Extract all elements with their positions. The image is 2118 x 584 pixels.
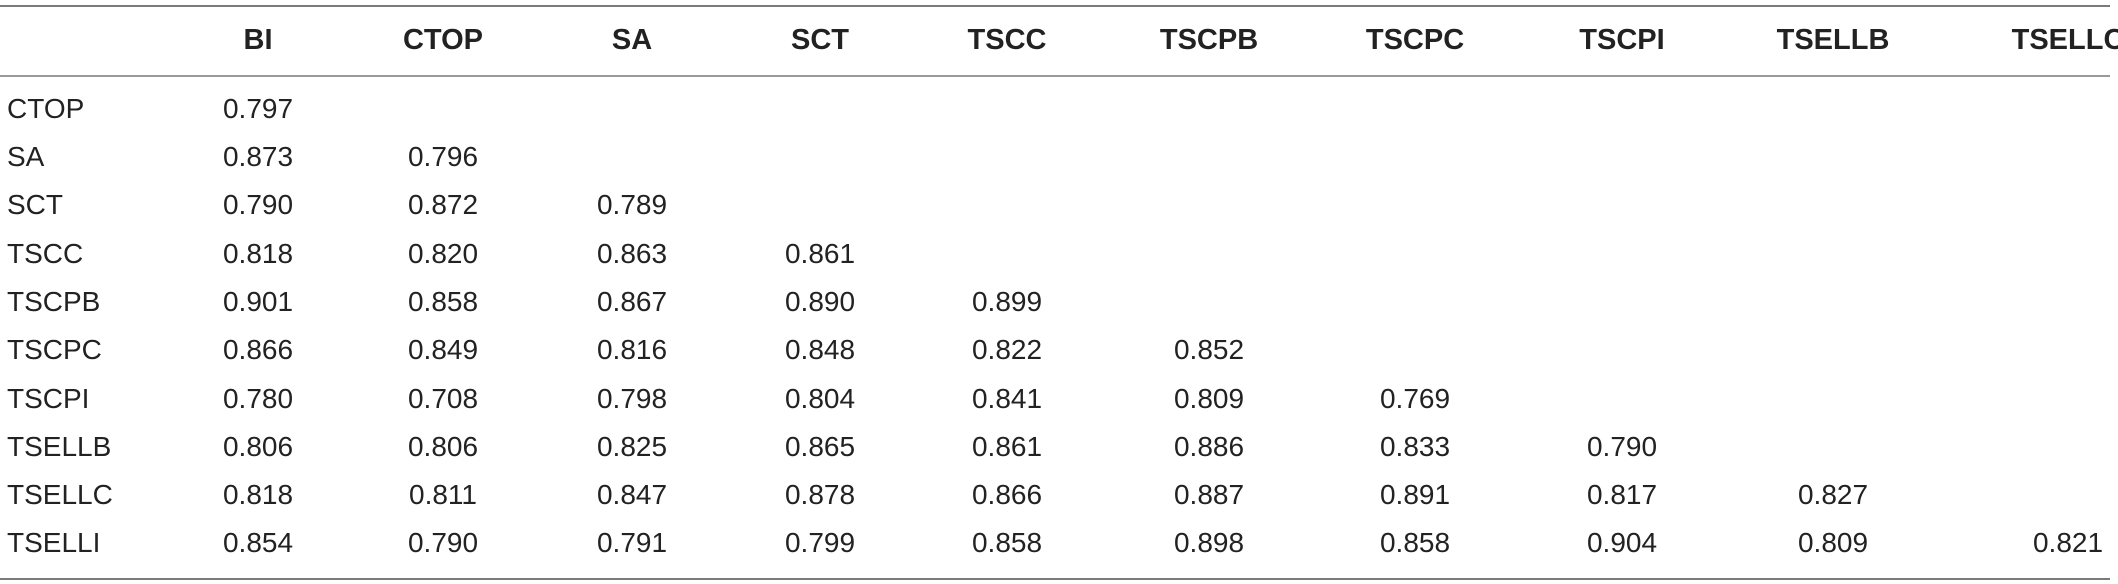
table-cell: 0.847 [596,479,668,510]
table-cell: 0.790 [1586,431,1658,462]
table-cell: 0.818 [222,238,294,269]
table-cell: 0.865 [784,431,856,462]
table-cell: 0.809 [1173,383,1245,414]
table-cell: 0.849 [407,334,479,365]
table-cell: 0.833 [1379,431,1451,462]
row-label: SCT [7,189,63,220]
table-cell: 0.852 [1173,334,1245,365]
table-cell: 0.863 [596,238,668,269]
table-cell: 0.804 [784,383,856,414]
table-cell: 0.861 [784,238,856,269]
row-label: TSCC [7,238,84,269]
table-cell: 0.806 [222,431,294,462]
table-cell: 0.861 [971,431,1043,462]
table-cell: 0.899 [971,286,1043,317]
column-header: TSCPC [1365,24,1465,56]
table-cell: 0.827 [1797,479,1869,510]
table-cell: 0.841 [971,383,1043,414]
table-cell: 0.789 [596,189,668,220]
table-cell: 0.816 [596,334,668,365]
row-label: TSCPI [7,383,90,414]
table-cell: 0.790 [222,189,294,220]
table-cell: 0.872 [407,189,479,220]
table-cell: 0.854 [222,527,294,558]
table-cell: 0.866 [222,334,294,365]
column-header: TSCPB [1159,24,1259,56]
table-cell: 0.887 [1173,479,1245,510]
column-header: TSELLC [2011,24,2118,56]
table-cell: 0.898 [1173,527,1245,558]
row-label: TSELLC [7,479,113,510]
table-cell: 0.825 [596,431,668,462]
table-cell: 0.822 [971,334,1043,365]
row-label: TSELLI [7,527,101,558]
table-cell: 0.806 [407,431,479,462]
column-header: TSELLB [1776,24,1890,56]
table-cell: 0.866 [971,479,1043,510]
table-cell: 0.799 [784,527,856,558]
column-header: SCT [791,24,849,56]
table-cell: 0.790 [407,527,479,558]
row-label: SA [7,141,45,172]
table-cell: 0.798 [596,383,668,414]
table-cell: 0.848 [784,334,856,365]
table-cell: 0.780 [222,383,294,414]
column-header: BI [243,24,273,56]
table-cell: 0.708 [407,383,479,414]
table-cell: 0.867 [596,286,668,317]
row-label: TSELLB [7,431,112,462]
row-label: TSCPC [7,334,102,365]
table-cell: 0.820 [407,238,479,269]
table-header-rule [0,75,2110,77]
table-cell: 0.890 [784,286,856,317]
table-cell: 0.878 [784,479,856,510]
table-cell: 0.873 [222,141,294,172]
table-cell: 0.891 [1379,479,1451,510]
table-cell: 0.858 [1379,527,1451,558]
table-cell: 0.818 [222,479,294,510]
table-bottom-rule [0,578,2110,580]
table-cell: 0.791 [596,527,668,558]
column-header: CTOP [402,24,484,56]
table-cell: 0.886 [1173,431,1245,462]
row-label: CTOP [7,93,85,124]
column-header: TSCPI [1579,24,1665,56]
table-cell: 0.796 [407,141,479,172]
column-header: TSCC [967,24,1047,56]
row-label: TSCPB [7,286,101,317]
table-cell: 0.769 [1379,383,1451,414]
table-cell: 0.809 [1797,527,1869,558]
column-header: SA [611,24,653,56]
table-cell: 0.901 [222,286,294,317]
table-cell: 0.904 [1586,527,1658,558]
table-cell: 0.797 [222,93,294,124]
table-top-rule [0,5,2110,7]
table-cell: 0.821 [2032,527,2104,558]
table-cell: 0.858 [407,286,479,317]
table-cell: 0.811 [409,479,477,510]
table-cell: 0.817 [1586,479,1658,510]
table-cell: 0.858 [971,527,1043,558]
